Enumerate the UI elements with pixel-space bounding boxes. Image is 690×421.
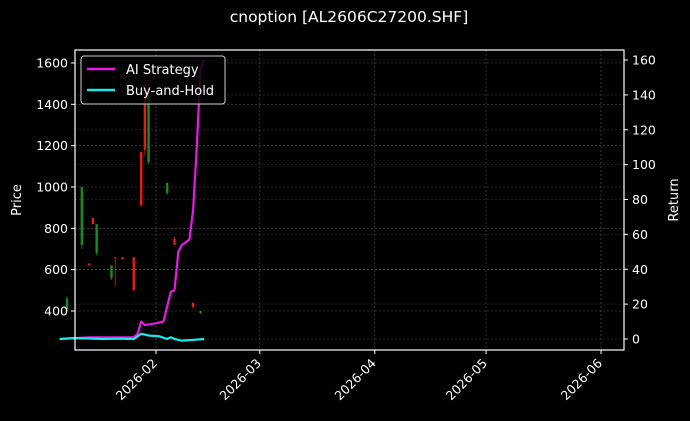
legend-label-buy-and-hold: Buy-and-Hold <box>126 84 214 99</box>
y-left-tick-label: 800 <box>44 221 68 236</box>
y-right-tick-label: 20 <box>632 297 648 312</box>
candle-body <box>143 83 147 150</box>
y-left-tick-label: 1600 <box>36 56 68 71</box>
y-left-tick-label: 1000 <box>36 180 68 195</box>
candle-body <box>191 302 195 307</box>
series-line-buy-and-hold <box>59 332 205 342</box>
return-lines <box>59 59 206 342</box>
y-right-tick-label: 60 <box>632 227 648 242</box>
gridlines <box>75 50 624 350</box>
candle-body <box>147 91 150 163</box>
y-left-tick-label: 1400 <box>36 97 68 112</box>
y-axis-right-label: Return <box>667 178 682 221</box>
candle-body <box>65 298 69 311</box>
y-right-tick-label: 140 <box>632 87 656 102</box>
chart-title: cnoption [AL2606C27200.SHF] <box>230 8 469 26</box>
candle-body <box>173 238 176 245</box>
legend-box <box>80 55 226 105</box>
y-axis-left-label: Price <box>10 184 25 216</box>
y-left-tick-label: 1200 <box>36 138 68 153</box>
candle-body <box>80 187 84 245</box>
candle-body <box>91 218 95 225</box>
y-axis-left: 400 600 800 1000 1200 1400 1600 <box>36 56 75 319</box>
y-right-tick-label: 80 <box>632 192 648 207</box>
y-right-tick-label: 40 <box>632 262 648 277</box>
candlesticks <box>65 73 202 315</box>
candle-body <box>95 224 98 254</box>
y-right-tick-label: 160 <box>632 53 656 68</box>
series-line-ai-strategy <box>59 59 206 341</box>
y-right-tick-label: 100 <box>632 157 656 172</box>
y-axis-right: 0 20 40 60 80 100 120 140 160 <box>624 53 656 347</box>
y-left-tick-label: 400 <box>44 304 68 319</box>
legend-label-ai-strategy: AI Strategy <box>126 63 199 78</box>
legend: AI Strategy Buy-and-Hold <box>80 55 226 105</box>
candle-body <box>110 265 113 278</box>
candle-body <box>165 182 169 194</box>
y-right-tick-label: 0 <box>632 332 640 347</box>
candle-body <box>88 263 91 266</box>
candle-body <box>114 257 117 259</box>
candle-body <box>121 257 124 260</box>
candle-body <box>199 311 202 314</box>
candle-body <box>139 151 143 206</box>
candle-body <box>132 257 135 291</box>
y-right-tick-label: 120 <box>632 122 656 137</box>
y-left-tick-label: 600 <box>44 262 68 277</box>
